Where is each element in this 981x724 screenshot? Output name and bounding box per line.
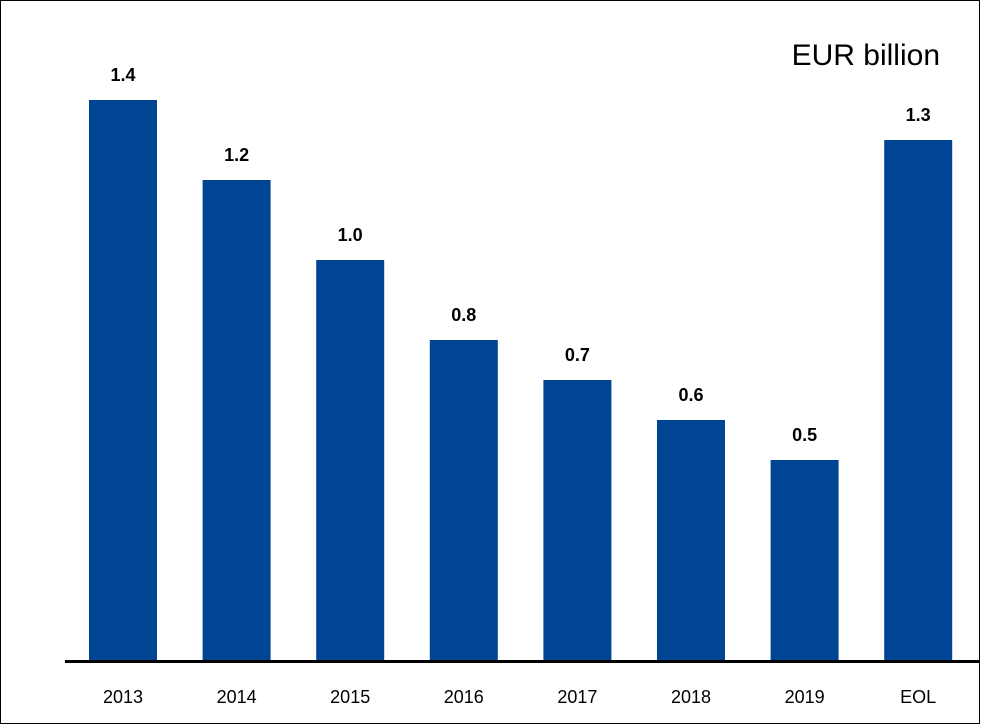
- value-label: 1.2: [224, 145, 249, 165]
- value-label: 0.5: [792, 425, 817, 445]
- x-tick-label: 2014: [217, 687, 257, 707]
- value-label: 1.3: [906, 105, 931, 125]
- bar: [543, 380, 612, 660]
- x-tick-label: 2018: [671, 687, 711, 707]
- bar: [202, 180, 271, 660]
- bar: [89, 100, 157, 660]
- value-label: 0.8: [451, 305, 476, 325]
- x-tick-label: 2017: [557, 687, 597, 707]
- bar: [316, 260, 385, 660]
- bar: [657, 420, 725, 660]
- chart-title: EUR billion: [792, 39, 940, 72]
- x-tick-label: 2016: [444, 687, 484, 707]
- value-label: 0.6: [678, 385, 703, 405]
- value-label: 0.7: [565, 345, 590, 365]
- bar: [770, 460, 839, 660]
- bar: [429, 340, 498, 660]
- value-label: 1.4: [110, 65, 135, 85]
- x-tick-label: 2013: [103, 687, 143, 707]
- x-tick-label: EOL: [900, 687, 936, 707]
- x-tick-label: 2015: [330, 687, 370, 707]
- bar: [884, 140, 953, 660]
- value-label: 1.0: [338, 225, 363, 245]
- x-tick-label: 2019: [785, 687, 825, 707]
